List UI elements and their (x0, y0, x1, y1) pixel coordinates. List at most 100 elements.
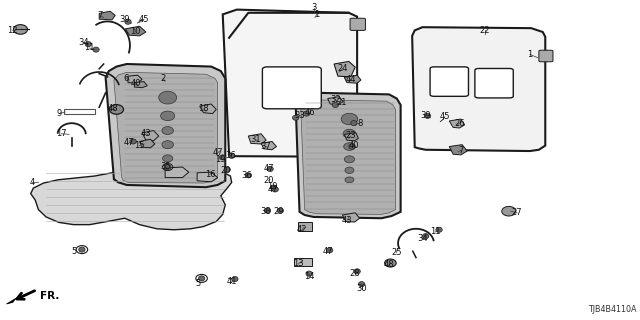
Text: 47: 47 (124, 138, 134, 147)
Text: 39: 39 (420, 111, 431, 120)
Ellipse shape (351, 121, 357, 126)
Text: 48: 48 (384, 260, 394, 269)
Text: 28: 28 (350, 269, 360, 278)
Text: FR.: FR. (40, 291, 59, 301)
Ellipse shape (93, 47, 99, 52)
Polygon shape (261, 141, 276, 150)
Ellipse shape (306, 271, 312, 276)
Ellipse shape (341, 113, 358, 125)
Text: 44: 44 (346, 75, 356, 84)
Text: 43: 43 (141, 129, 151, 138)
Text: 34: 34 (78, 38, 88, 47)
Polygon shape (99, 11, 115, 20)
Polygon shape (223, 10, 357, 157)
Polygon shape (134, 82, 147, 88)
Ellipse shape (358, 282, 365, 287)
Ellipse shape (303, 111, 310, 116)
Ellipse shape (502, 206, 516, 216)
Ellipse shape (159, 91, 177, 104)
Text: 4: 4 (29, 178, 35, 187)
Text: 9: 9 (57, 109, 62, 118)
Ellipse shape (245, 173, 252, 178)
Ellipse shape (345, 167, 354, 173)
FancyBboxPatch shape (350, 18, 365, 30)
Ellipse shape (326, 248, 333, 253)
Ellipse shape (161, 111, 175, 121)
Text: 24: 24 (337, 64, 348, 73)
Ellipse shape (271, 186, 277, 191)
Text: 6: 6 (124, 74, 129, 83)
Polygon shape (6, 298, 16, 304)
Ellipse shape (345, 177, 354, 183)
Ellipse shape (385, 259, 396, 267)
Text: 7: 7 (458, 146, 463, 155)
Text: 38: 38 (260, 207, 271, 216)
Ellipse shape (349, 144, 355, 149)
Text: 5: 5 (196, 279, 201, 288)
Ellipse shape (224, 167, 230, 172)
Polygon shape (197, 172, 218, 182)
Ellipse shape (436, 227, 442, 232)
Text: 5: 5 (71, 247, 76, 256)
Text: 46: 46 (305, 108, 316, 117)
Text: 31: 31 (251, 135, 261, 144)
Polygon shape (106, 64, 225, 187)
FancyBboxPatch shape (475, 68, 513, 98)
Polygon shape (229, 14, 250, 38)
Text: 11: 11 (430, 228, 440, 236)
Polygon shape (142, 131, 159, 141)
Polygon shape (165, 167, 189, 178)
Text: 40: 40 (131, 79, 141, 88)
Text: 34: 34 (417, 234, 428, 243)
Ellipse shape (13, 25, 28, 34)
Text: 10: 10 (131, 28, 141, 36)
Ellipse shape (267, 166, 273, 172)
Text: 42: 42 (297, 225, 307, 234)
Text: 12: 12 (8, 26, 18, 35)
FancyBboxPatch shape (430, 67, 468, 96)
Ellipse shape (198, 276, 205, 281)
Ellipse shape (232, 276, 238, 282)
Text: 36: 36 (225, 151, 236, 160)
Text: 7: 7 (98, 12, 103, 20)
Text: 36: 36 (242, 172, 252, 180)
Polygon shape (296, 93, 401, 218)
FancyBboxPatch shape (262, 67, 321, 109)
Polygon shape (140, 139, 155, 148)
Text: 19: 19 (216, 155, 226, 164)
Text: 3: 3 (311, 4, 316, 12)
Text: 2: 2 (161, 74, 166, 83)
Ellipse shape (85, 42, 92, 47)
Text: 47: 47 (268, 185, 278, 194)
Ellipse shape (79, 247, 85, 252)
Ellipse shape (109, 105, 124, 114)
Text: 26: 26 (454, 119, 465, 128)
Text: 27: 27 (512, 208, 522, 217)
Polygon shape (248, 134, 266, 144)
Ellipse shape (162, 126, 173, 134)
Ellipse shape (272, 187, 278, 192)
Polygon shape (200, 104, 216, 114)
Text: 33: 33 (294, 111, 305, 120)
Ellipse shape (422, 234, 429, 239)
Text: 23: 23 (346, 132, 356, 140)
Text: 29: 29 (274, 207, 284, 216)
Text: 20: 20 (264, 176, 274, 185)
Text: 16: 16 (205, 170, 215, 179)
Text: 43: 43 (342, 216, 352, 225)
Polygon shape (128, 75, 142, 83)
Ellipse shape (424, 113, 431, 118)
Text: 37: 37 (260, 142, 271, 151)
Polygon shape (31, 166, 232, 230)
Ellipse shape (164, 164, 171, 170)
Ellipse shape (264, 208, 271, 213)
Ellipse shape (163, 155, 173, 162)
Text: 1: 1 (527, 50, 532, 59)
Polygon shape (412, 27, 545, 151)
Polygon shape (125, 26, 146, 36)
Ellipse shape (277, 208, 284, 213)
Text: 22: 22 (480, 26, 490, 35)
Text: 47: 47 (323, 247, 333, 256)
Polygon shape (449, 119, 465, 128)
Polygon shape (328, 97, 343, 105)
